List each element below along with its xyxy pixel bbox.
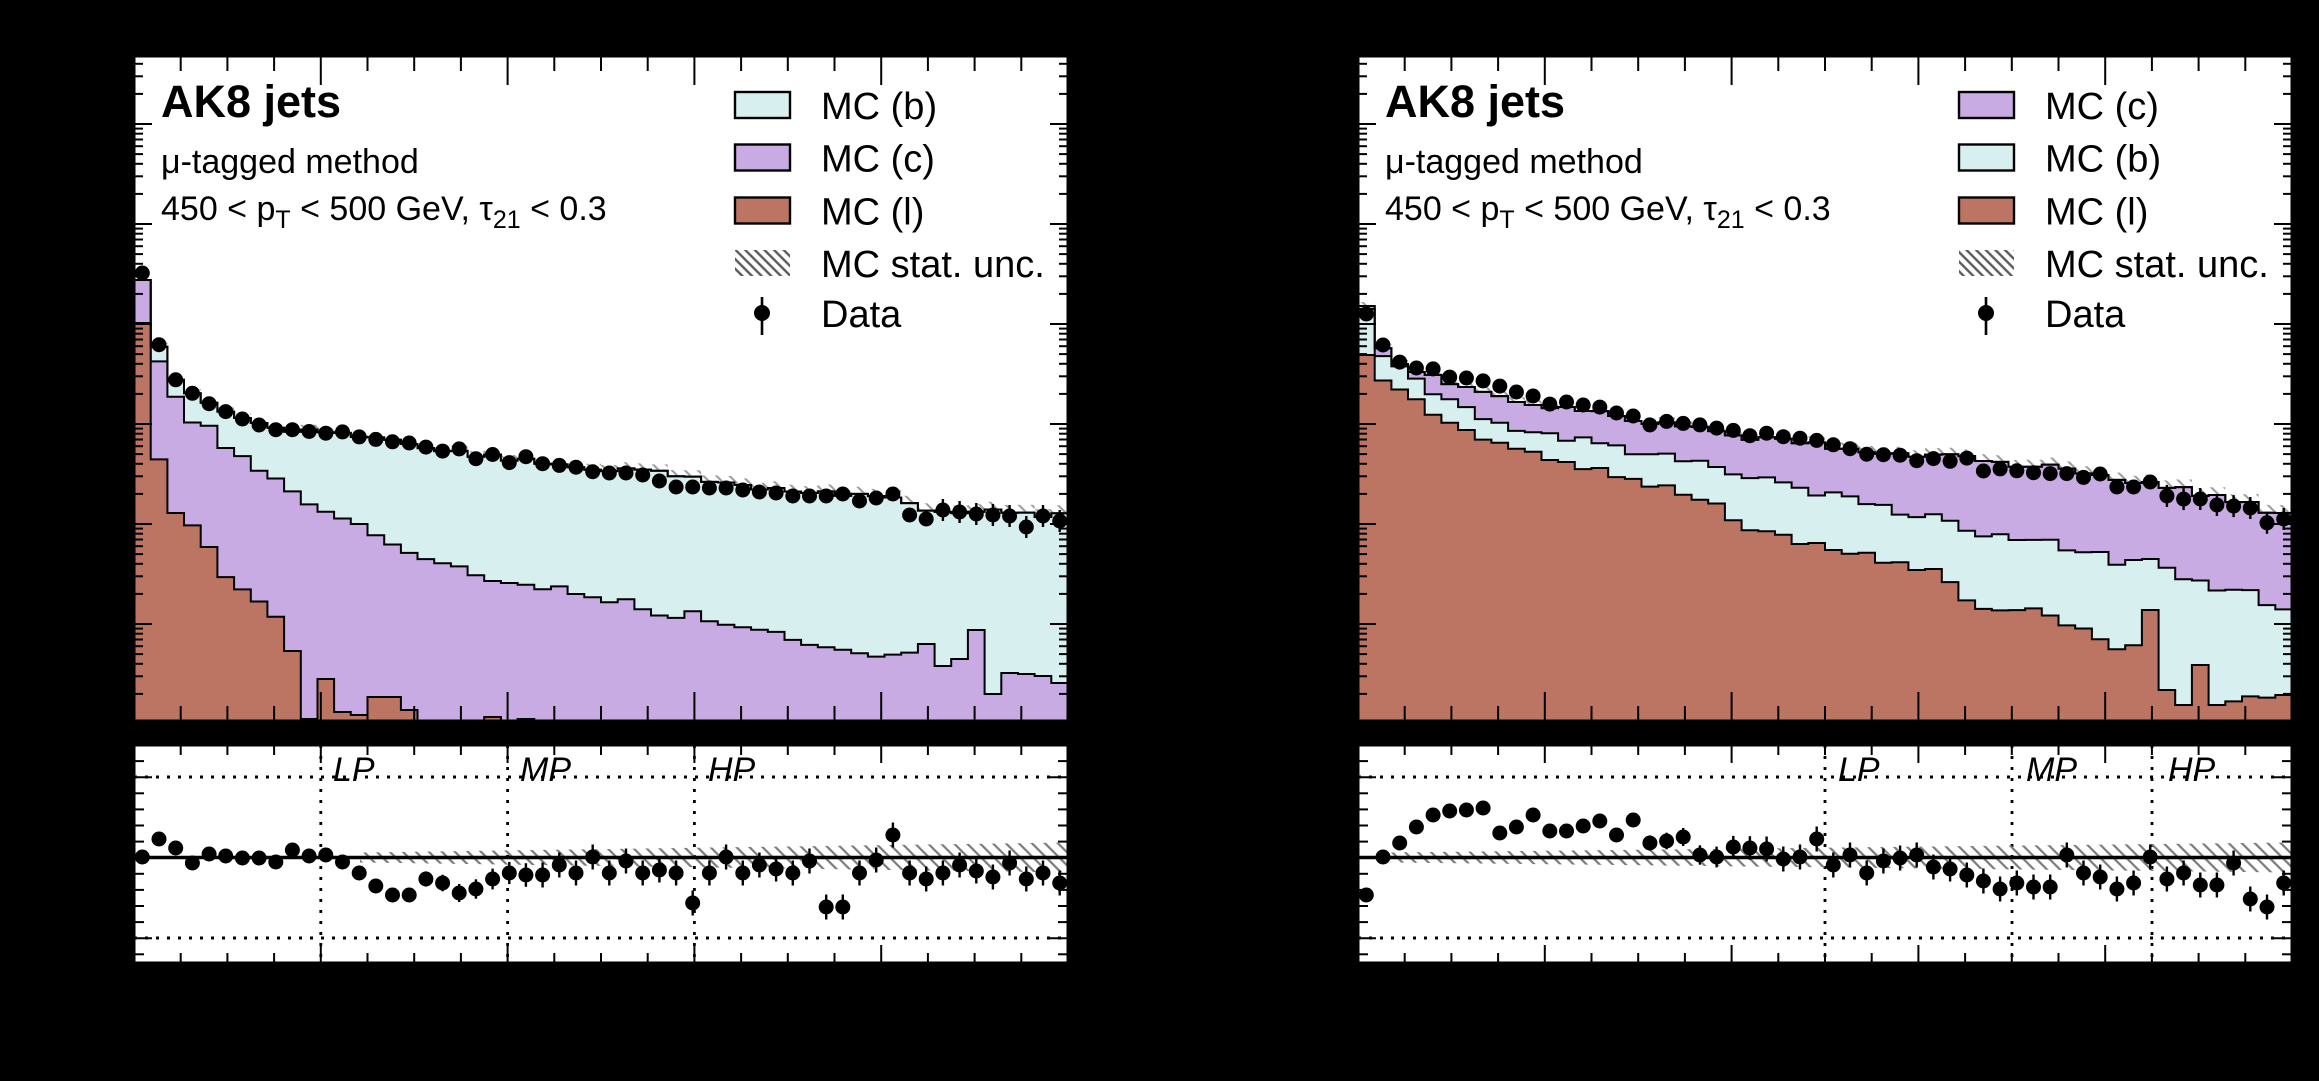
svg-text:MC stat. unc.: MC stat. unc. [2045,244,2269,286]
svg-text:MC (b): MC (b) [2045,139,2161,181]
svg-text:MC (c): MC (c) [821,139,935,181]
svg-text:Data: Data [2045,294,2126,336]
svg-text:μ-tagged method: μ-tagged method [161,143,419,181]
svg-text:450 < pT < 500 GeV, τ21 < 0.3: 450 < pT < 500 GeV, τ21 < 0.3 [161,190,607,234]
svg-text:Data: Data [821,294,902,336]
svg-text:AK8 jets: AK8 jets [1385,76,1565,127]
svg-text:MC (c): MC (c) [2045,86,2159,128]
svg-text:AK8 jets: AK8 jets [161,76,341,127]
svg-text:450 < pT < 500 GeV, τ21 < 0.3: 450 < pT < 500 GeV, τ21 < 0.3 [1385,190,1831,234]
svg-text:MC stat. unc.: MC stat. unc. [821,244,1045,286]
svg-text:μ-tagged method: μ-tagged method [1385,143,1643,181]
svg-text:LP: LP [333,751,375,789]
svg-text:MC (l): MC (l) [2045,192,2148,234]
svg-text:LP: LP [1838,751,1880,789]
svg-text:HP: HP [2168,751,2216,789]
svg-text:MP: MP [2026,751,2077,789]
svg-text:MC (l): MC (l) [821,192,924,234]
svg-text:MC (b): MC (b) [821,86,937,128]
svg-text:HP: HP [708,751,756,789]
svg-text:MP: MP [520,751,571,789]
